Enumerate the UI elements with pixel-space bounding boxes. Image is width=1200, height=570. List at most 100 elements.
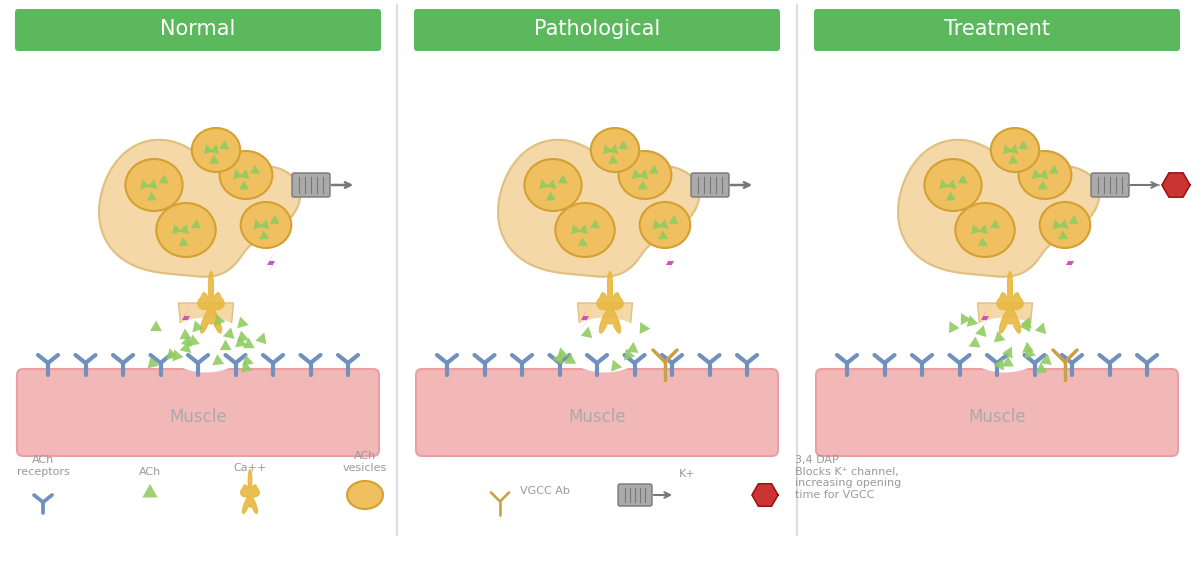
Polygon shape bbox=[638, 181, 648, 190]
Polygon shape bbox=[1038, 181, 1048, 190]
Polygon shape bbox=[658, 230, 668, 239]
FancyBboxPatch shape bbox=[691, 173, 730, 197]
Polygon shape bbox=[239, 169, 250, 179]
Polygon shape bbox=[188, 335, 200, 346]
Polygon shape bbox=[1018, 140, 1028, 149]
Ellipse shape bbox=[524, 159, 582, 211]
Polygon shape bbox=[179, 237, 188, 246]
Polygon shape bbox=[140, 180, 150, 189]
Polygon shape bbox=[539, 180, 550, 189]
Polygon shape bbox=[577, 303, 632, 340]
Polygon shape bbox=[649, 165, 659, 174]
Polygon shape bbox=[978, 224, 989, 234]
Polygon shape bbox=[1020, 317, 1032, 329]
Polygon shape bbox=[947, 179, 956, 189]
Ellipse shape bbox=[241, 202, 292, 248]
Ellipse shape bbox=[556, 203, 614, 257]
FancyBboxPatch shape bbox=[816, 369, 1178, 456]
Polygon shape bbox=[220, 140, 229, 149]
Polygon shape bbox=[638, 169, 648, 179]
Polygon shape bbox=[1022, 342, 1034, 353]
Ellipse shape bbox=[640, 202, 690, 248]
Polygon shape bbox=[158, 174, 169, 184]
Ellipse shape bbox=[347, 481, 383, 509]
Polygon shape bbox=[259, 219, 269, 229]
Polygon shape bbox=[997, 271, 1024, 333]
Polygon shape bbox=[632, 169, 642, 180]
Polygon shape bbox=[1002, 356, 1014, 367]
Polygon shape bbox=[181, 335, 192, 347]
Polygon shape bbox=[990, 219, 1000, 229]
Polygon shape bbox=[946, 192, 956, 201]
Ellipse shape bbox=[619, 151, 672, 199]
Text: 3,4 DAP
Blocks K⁺ channel,
increasing opening
time for VGCC: 3,4 DAP Blocks K⁺ channel, increasing op… bbox=[796, 455, 901, 500]
FancyBboxPatch shape bbox=[414, 9, 780, 51]
Polygon shape bbox=[618, 140, 629, 149]
Ellipse shape bbox=[1039, 202, 1091, 248]
Polygon shape bbox=[596, 271, 623, 333]
Polygon shape bbox=[564, 353, 576, 364]
Text: Pathological: Pathological bbox=[534, 19, 660, 39]
Ellipse shape bbox=[563, 317, 648, 373]
Polygon shape bbox=[191, 219, 202, 229]
Polygon shape bbox=[578, 224, 588, 234]
Polygon shape bbox=[223, 327, 234, 339]
Ellipse shape bbox=[220, 151, 272, 199]
Polygon shape bbox=[1025, 347, 1036, 359]
Polygon shape bbox=[1058, 230, 1068, 239]
Text: Treatment: Treatment bbox=[944, 19, 1050, 39]
Polygon shape bbox=[238, 316, 248, 328]
Polygon shape bbox=[210, 144, 220, 154]
Polygon shape bbox=[581, 306, 589, 330]
Polygon shape bbox=[1049, 165, 1060, 174]
Polygon shape bbox=[241, 361, 252, 373]
Text: Muscle: Muscle bbox=[968, 409, 1026, 426]
Polygon shape bbox=[239, 181, 250, 190]
Polygon shape bbox=[235, 336, 247, 347]
Polygon shape bbox=[198, 271, 224, 333]
Polygon shape bbox=[1032, 169, 1042, 180]
Polygon shape bbox=[611, 360, 622, 372]
Polygon shape bbox=[259, 230, 269, 239]
Polygon shape bbox=[498, 140, 700, 276]
Polygon shape bbox=[608, 154, 618, 164]
Polygon shape bbox=[940, 180, 949, 189]
Text: VGCC Ab: VGCC Ab bbox=[520, 486, 570, 496]
Polygon shape bbox=[949, 321, 960, 333]
Polygon shape bbox=[659, 219, 668, 229]
Polygon shape bbox=[143, 484, 157, 498]
Polygon shape bbox=[557, 347, 569, 359]
Polygon shape bbox=[590, 219, 600, 229]
Polygon shape bbox=[270, 215, 280, 224]
Polygon shape bbox=[546, 179, 557, 189]
Polygon shape bbox=[626, 342, 638, 353]
Polygon shape bbox=[1038, 169, 1049, 179]
Polygon shape bbox=[994, 331, 1006, 343]
FancyBboxPatch shape bbox=[292, 173, 330, 197]
Text: Normal: Normal bbox=[161, 19, 235, 39]
Polygon shape bbox=[546, 192, 556, 201]
Polygon shape bbox=[180, 328, 192, 339]
Polygon shape bbox=[242, 355, 253, 366]
FancyBboxPatch shape bbox=[1091, 173, 1129, 197]
Polygon shape bbox=[624, 348, 635, 360]
Polygon shape bbox=[182, 306, 190, 330]
Polygon shape bbox=[640, 322, 650, 334]
Polygon shape bbox=[668, 215, 679, 224]
Polygon shape bbox=[256, 332, 266, 344]
Ellipse shape bbox=[192, 128, 240, 172]
Polygon shape bbox=[1034, 323, 1046, 334]
Polygon shape bbox=[571, 224, 581, 234]
Polygon shape bbox=[192, 320, 204, 332]
Text: ACh: ACh bbox=[139, 467, 161, 477]
Polygon shape bbox=[958, 174, 968, 184]
Ellipse shape bbox=[156, 203, 216, 257]
Polygon shape bbox=[1068, 215, 1079, 224]
Polygon shape bbox=[994, 359, 1004, 371]
Polygon shape bbox=[1040, 353, 1052, 365]
Polygon shape bbox=[602, 144, 612, 154]
Polygon shape bbox=[1036, 363, 1048, 373]
Ellipse shape bbox=[962, 317, 1048, 373]
Polygon shape bbox=[179, 303, 234, 340]
Polygon shape bbox=[968, 336, 980, 348]
